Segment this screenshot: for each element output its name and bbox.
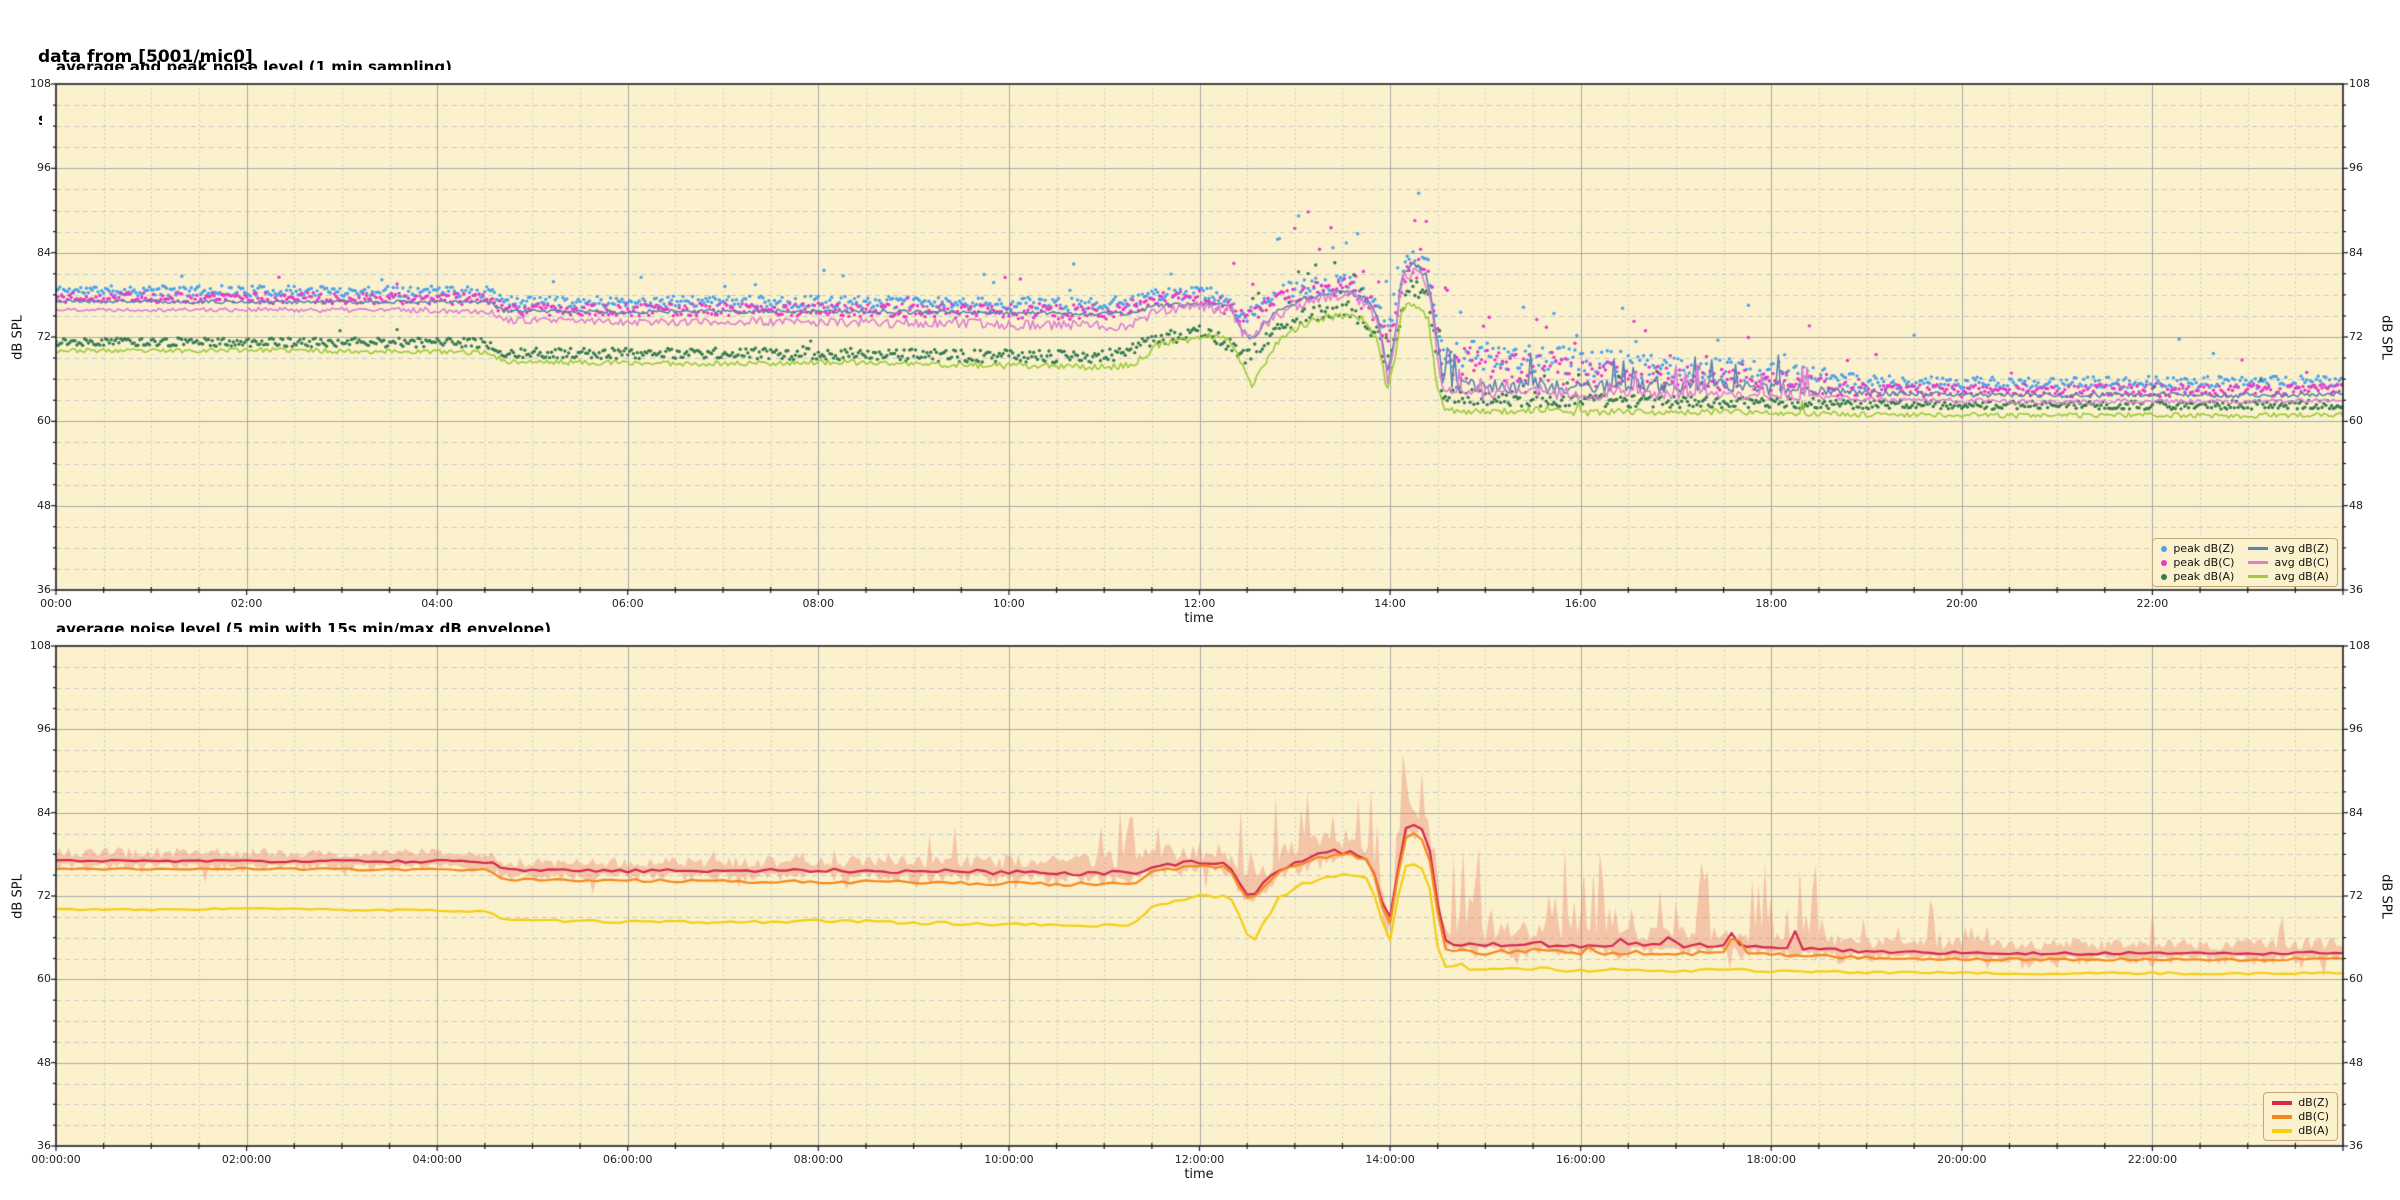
plot1-x-tick-label: 14:00 [1374,597,1406,610]
legend-line-swatch-icon [2272,1128,2293,1133]
plot2-x-tick-label: 06:00:00 [603,1153,653,1166]
plot2-y-tick-label: 96 [37,722,51,736]
plot2-x-tick-label: 08:00:00 [793,1153,844,1166]
plot1-y-tick-label: 60 [37,414,51,428]
plot2-y-tick-label: 72 [2349,889,2363,902]
plot1-y-tick-label: 84 [37,245,51,259]
plot2-legend: dB(Z) dB(C) dB(A) [2263,1092,2338,1141]
plot2-y-tick-label: 36 [2349,1139,2363,1152]
plot1-legend: peak dB(Z) peak dB(C) peak dB(A) avg dB(Z) a… [2152,538,2338,587]
plot2-y-tick-label: 84 [2349,805,2363,819]
legend-item-label: dB(A) [2298,1124,2329,1137]
plot1-x-tick-label: 06:00 [611,597,644,610]
legend-line-swatch-icon [2272,1114,2293,1119]
plot1-x-tick-label: 16:00 [1564,597,1597,610]
plot2-x-tick-label: 20:00:00 [1937,1153,1987,1166]
plot1-x-tick-label: 12:00 [1183,597,1216,610]
legend-item: dB(Z) [2272,1096,2329,1109]
legend-item: avg dB(Z) [2248,542,2329,555]
plot2-y-tick-label: 60 [37,972,51,986]
plot1-x-tick-label: 00:00 [40,597,72,610]
plot1-y-tick-label: 96 [2349,161,2363,175]
plot2-y-tick-label: 48 [2349,1055,2363,1069]
legend-dot-marker-icon [2161,545,2168,552]
plot1-y-tick-label: 48 [37,498,51,512]
plot1-canvas [42,70,2357,604]
plot1-y-tick-label: 108 [30,77,51,90]
legend-dot-marker-icon [2161,559,2168,566]
plot1-x-tick-label: 02:00 [230,597,263,610]
legend-item-label: dB(Z) [2298,1096,2329,1109]
legend-item-label: peak dB(Z) [2173,542,2235,555]
plot1-y-tick-label: 84 [2349,245,2363,259]
legend-item-label: avg dB(Z) [2274,542,2329,555]
plot1-y-tick-label: 96 [37,161,51,175]
plot2-x-tick-label: 14:00:00 [1365,1153,1415,1166]
plot2-x-tick-label: 04:00:00 [412,1153,462,1166]
plot2-y-tick-label: 60 [2349,972,2363,986]
plot2-xlabel: time [1184,1167,1214,1182]
plot2-canvas [42,632,2357,1160]
plot1-y-tick-label: 108 [2349,77,2370,90]
legend-item: avg dB(C) [2248,556,2329,569]
plot1-x-tick-label: 22:00 [2136,597,2169,610]
legend-item: peak dB(C) [2161,556,2234,569]
plot2-x-tick-label: 22:00:00 [2127,1153,2178,1166]
plot2-x-tick-label: 00:00:00 [31,1153,81,1166]
legend-line-swatch-icon [2248,547,2269,550]
plot1-y-tick-label: 48 [2349,498,2363,512]
plot2-x-tick-label: 02:00:00 [221,1153,272,1166]
legend-item: peak dB(A) [2161,570,2234,583]
plot2-y-tick-label: 108 [30,639,51,652]
plot2-y-tick-label: 72 [37,889,51,902]
plot1-y-tick-label: 36 [37,583,51,596]
legend-item: dB(A) [2272,1124,2329,1137]
plot2-x-tick-label: 18:00:00 [1746,1153,1796,1166]
legend-line-swatch-icon [2248,575,2269,578]
legend-item-label: dB(C) [2298,1110,2329,1123]
plot2-y-tick-label: 108 [2349,639,2370,652]
legend-item: dB(C) [2272,1110,2329,1123]
plot1-y-tick-label: 36 [2349,583,2363,596]
header-line-1: data from [5001/mic0] [38,47,253,67]
plot1-x-tick-label: 04:00 [421,597,453,610]
plot1-y-tick-label: 72 [2349,330,2363,343]
plot1-y-tick-label: 60 [2349,414,2363,428]
legend-item-label: avg dB(A) [2274,570,2329,583]
plot2-y-tick-label: 36 [37,1139,51,1152]
legend-item: peak dB(Z) [2161,542,2234,555]
plot2-y-tick-label: 84 [37,805,51,819]
plot1-x-tick-label: 08:00 [802,597,835,610]
plot2-y-tick-label: 48 [37,1055,51,1069]
plot1-x-tick-label: 18:00 [1755,597,1788,610]
legend-item-label: peak dB(C) [2173,556,2235,569]
plot1-y-tick-label: 72 [37,330,51,343]
legend-dot-marker-icon [2161,573,2168,580]
plot2-x-tick-label: 10:00:00 [984,1153,1034,1166]
plot1-x-tick-label: 10:00 [993,597,1025,610]
plot2-y-tick-label: 96 [2349,722,2363,736]
legend-item-label: peak dB(A) [2173,570,2235,583]
legend-item-label: avg dB(C) [2274,556,2329,569]
legend-line-swatch-icon [2248,561,2269,564]
plot1-xlabel: time [1184,611,1214,626]
plot1-x-tick-label: 20:00 [1945,597,1978,610]
legend-line-swatch-icon [2272,1100,2293,1105]
plot2-x-tick-label: 16:00:00 [1555,1153,1606,1166]
plot2-x-tick-label: 12:00:00 [1174,1153,1225,1166]
legend-item: avg dB(A) [2248,570,2329,583]
